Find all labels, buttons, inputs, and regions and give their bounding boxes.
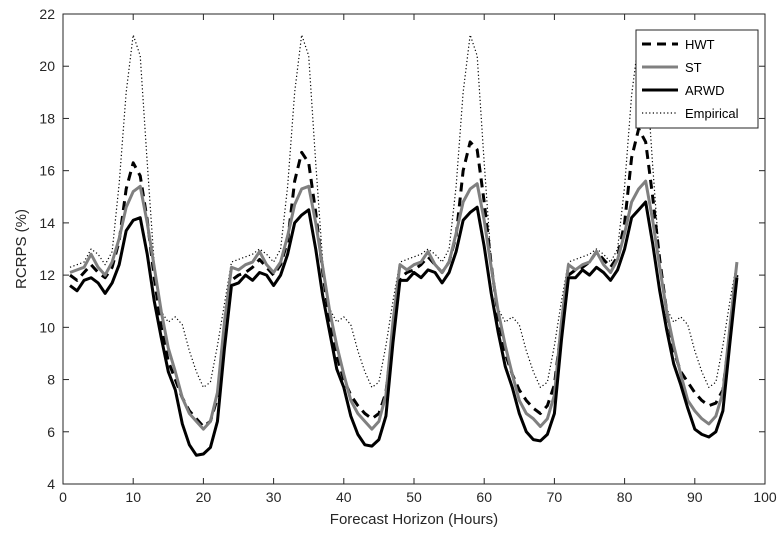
- legend-label-st: ST: [685, 60, 702, 75]
- y-tick-label: 12: [39, 267, 55, 283]
- series-line-hwt: [69, 127, 739, 429]
- x-tick-label: 80: [617, 489, 633, 505]
- y-axis-label: RCRPS (%): [13, 209, 30, 289]
- x-tick-label: 50: [406, 489, 422, 505]
- x-tick-label: 0: [59, 489, 67, 505]
- x-axis-label: Forecast Horizon (Hours): [330, 511, 498, 528]
- y-tick-label: 20: [39, 58, 55, 74]
- legend: HWT ST ARWD Empirical: [635, 29, 759, 129]
- y-tick-label: 18: [39, 110, 55, 126]
- plot-area: [69, 34, 739, 457]
- y-tick-label: 4: [47, 476, 55, 492]
- x-tick-label: 20: [196, 489, 212, 505]
- y-tick-label: 8: [47, 372, 55, 388]
- legend-label-arwd: ARWD: [685, 83, 724, 98]
- series-line-st: [69, 179, 739, 431]
- y-tick-label: 22: [39, 6, 55, 22]
- x-tick-label: 10: [125, 489, 141, 505]
- x-tick-label: 70: [547, 489, 563, 505]
- x-tick-label: 90: [687, 489, 703, 505]
- axes: 0 10 20 30 40 50 60 70 80 90 100 4 6 8 10 12 14 16 18 20 22 F…: [13, 6, 777, 528]
- x-tick-label: 60: [476, 489, 492, 505]
- x-tick-label: 40: [336, 489, 352, 505]
- legend-box: [635, 29, 759, 129]
- x-tick-label: 100: [753, 489, 777, 505]
- y-tick-label: 16: [39, 163, 55, 179]
- legend-label-empirical: Empirical: [685, 106, 739, 121]
- y-tick-label: 6: [47, 424, 55, 440]
- y-tick-label: 14: [39, 215, 55, 231]
- x-tick-label: 30: [266, 489, 282, 505]
- series-line-arwd: [69, 200, 739, 457]
- legend-label-hwt: HWT: [685, 37, 715, 52]
- y-tick-label: 10: [39, 319, 55, 335]
